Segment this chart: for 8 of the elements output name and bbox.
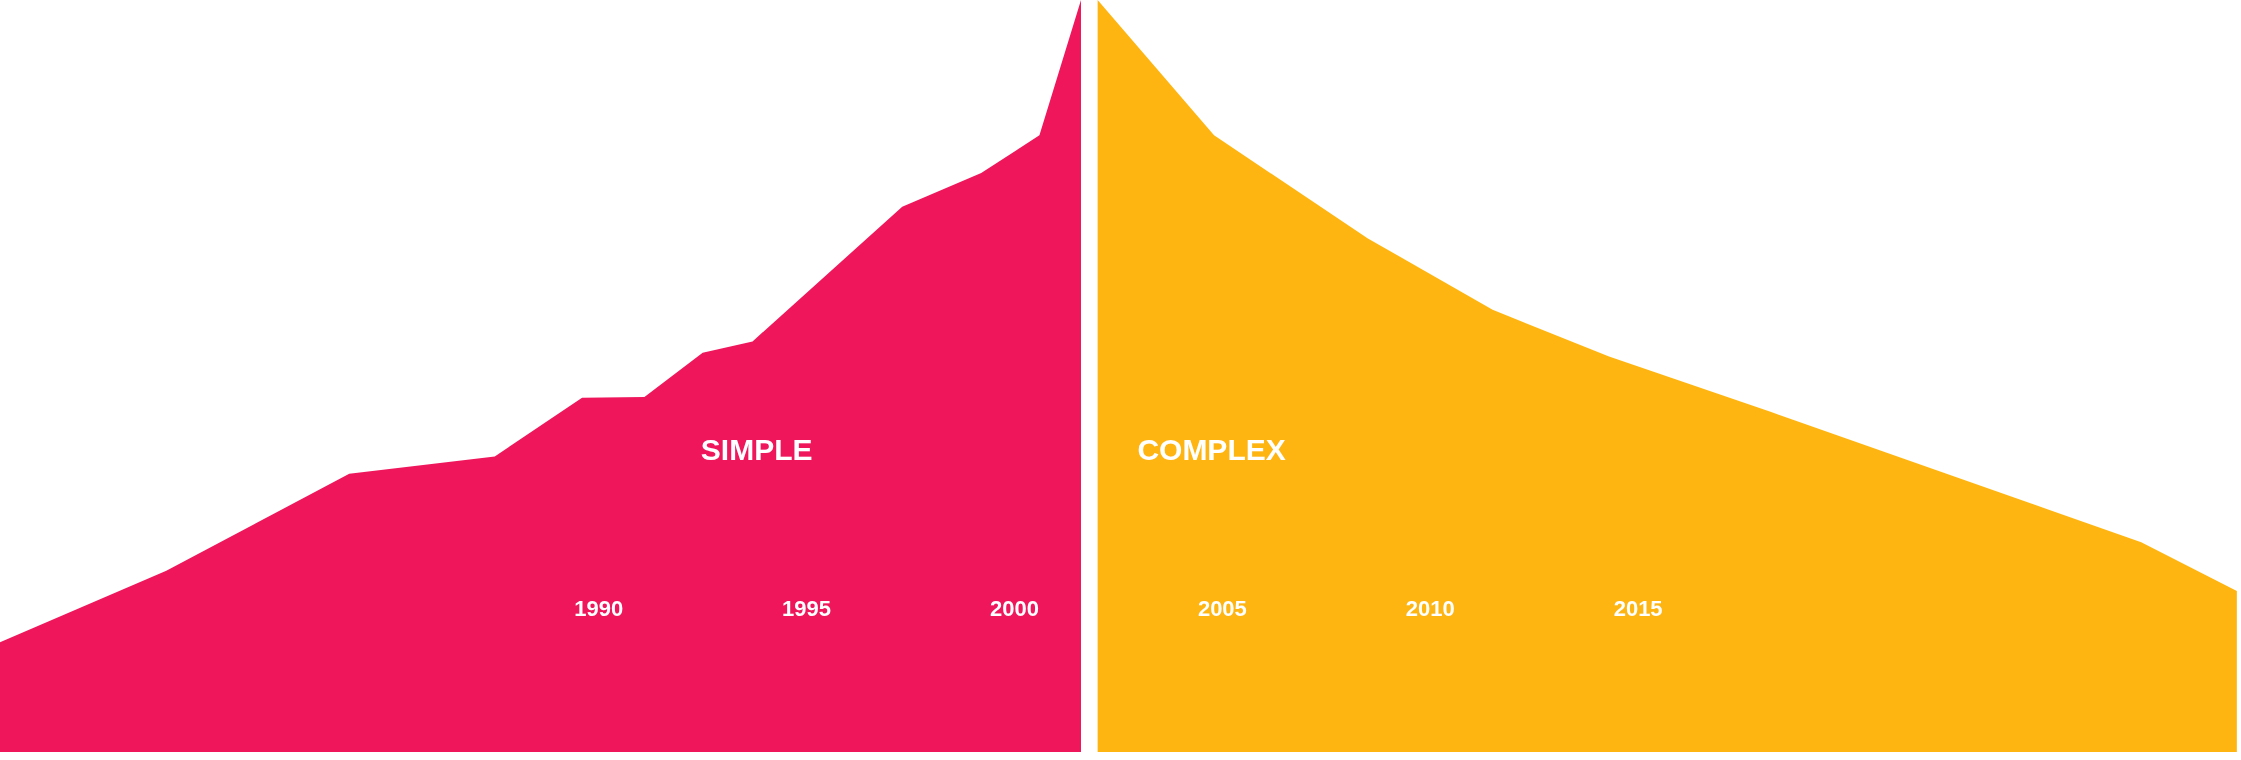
x-tick-label: 1990 — [574, 596, 624, 622]
x-tick-label: 2005 — [1197, 596, 1247, 622]
series-label: SIMPLE — [700, 433, 813, 467]
x-tick-label: 2015 — [1613, 596, 1663, 622]
x-tick-label: 1995 — [782, 596, 832, 622]
x-tick-label: 2000 — [990, 596, 1039, 622]
series-label: COMPLEX — [1137, 433, 1286, 467]
x-tick-label: 2010 — [1405, 596, 1455, 622]
